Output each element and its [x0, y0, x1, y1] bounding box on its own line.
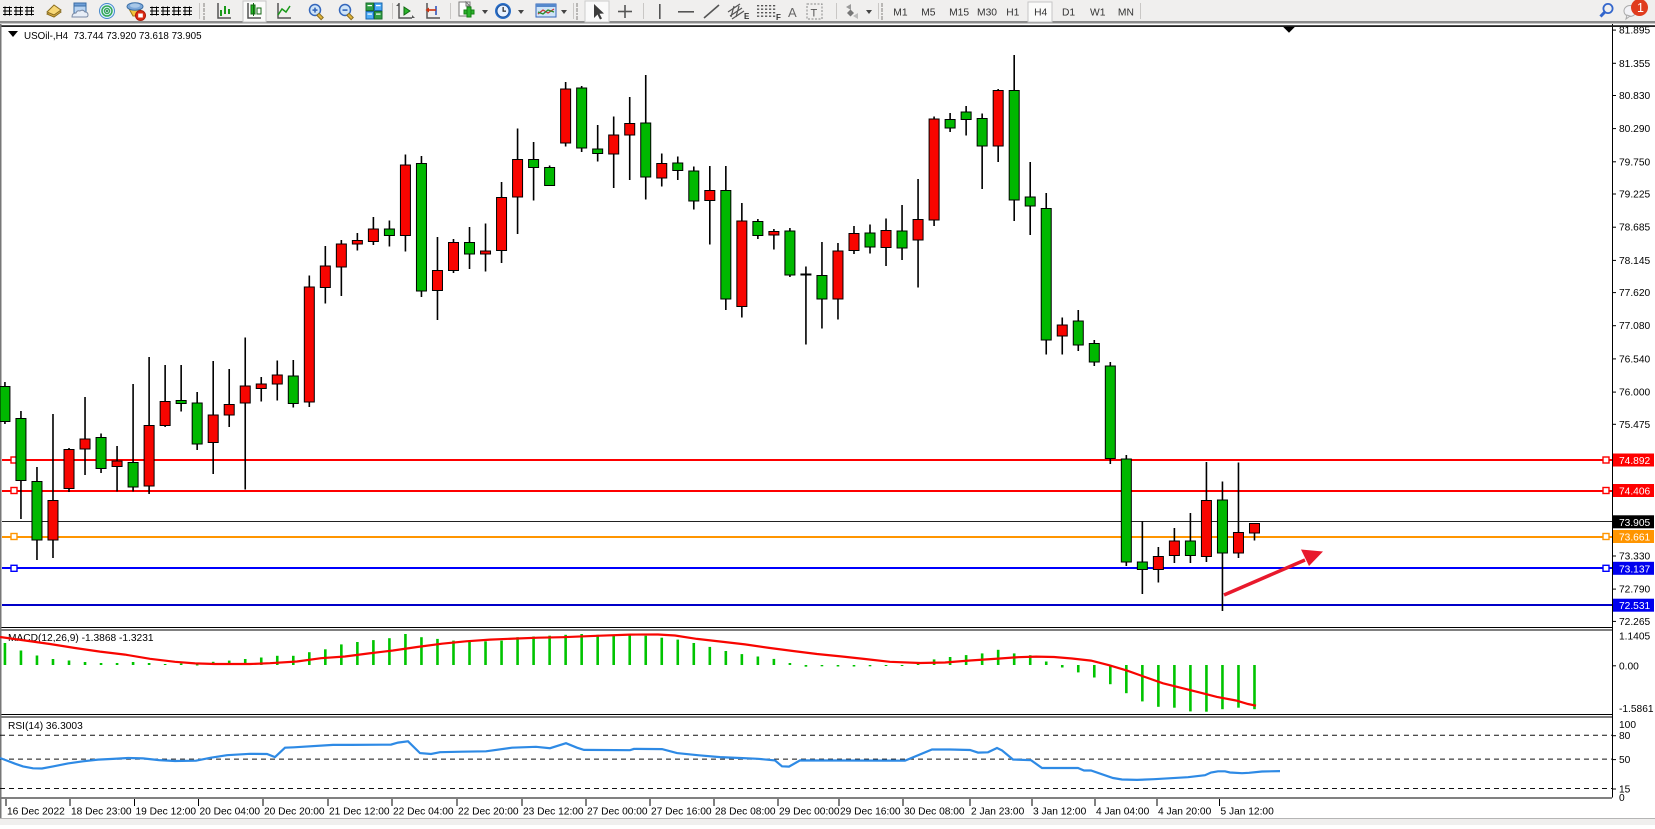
svg-text:77.080: 77.080: [1619, 321, 1650, 332]
svg-text:29 Dec 16:00: 29 Dec 16:00: [840, 807, 901, 818]
svg-text:5 Jan 12:00: 5 Jan 12:00: [1221, 807, 1275, 818]
svg-text:1: 1: [1637, 1, 1644, 15]
svg-text:29 Dec 00:00: 29 Dec 00:00: [779, 807, 840, 818]
svg-text:H4: H4: [1034, 8, 1047, 19]
svg-text:23 Dec 12:00: 23 Dec 12:00: [523, 807, 584, 818]
svg-text:72.531: 72.531: [1619, 601, 1650, 612]
svg-text:2 Jan 23:00: 2 Jan 23:00: [971, 807, 1025, 818]
svg-text:M1: M1: [893, 8, 908, 19]
svg-text:73.661: 73.661: [1619, 533, 1650, 544]
svg-text:18 Dec 23:00: 18 Dec 23:00: [71, 807, 132, 818]
svg-text:1.1405: 1.1405: [1619, 631, 1650, 642]
svg-text:80: 80: [1619, 731, 1631, 742]
svg-text:A: A: [788, 5, 797, 20]
svg-text:MN: MN: [1118, 8, 1134, 19]
svg-text:22 Dec 04:00: 22 Dec 04:00: [393, 807, 454, 818]
svg-text:M15: M15: [949, 8, 969, 19]
svg-text:81.355: 81.355: [1619, 59, 1650, 70]
svg-text:4 Jan 20:00: 4 Jan 20:00: [1158, 807, 1212, 818]
svg-text:-1.5861: -1.5861: [1619, 704, 1654, 715]
svg-text:19 Dec 12:00: 19 Dec 12:00: [136, 807, 197, 818]
svg-text:20 Dec 20:00: 20 Dec 20:00: [264, 807, 325, 818]
svg-text:MACD(12,26,9) -1.3868 -1.3231: MACD(12,26,9) -1.3868 -1.3231: [8, 633, 154, 644]
svg-text:M30: M30: [977, 8, 997, 19]
svg-text:E: E: [744, 12, 750, 21]
svg-text:81.895: 81.895: [1619, 26, 1650, 37]
svg-text:15: 15: [1619, 785, 1631, 796]
svg-text:80.830: 80.830: [1619, 91, 1650, 102]
svg-text:28 Dec 08:00: 28 Dec 08:00: [715, 807, 776, 818]
svg-text:74.406: 74.406: [1619, 487, 1650, 498]
svg-text:3 Jan 12:00: 3 Jan 12:00: [1033, 807, 1087, 818]
svg-text:75.475: 75.475: [1619, 420, 1650, 431]
svg-text:74.892: 74.892: [1619, 456, 1650, 467]
svg-text:72.265: 72.265: [1619, 617, 1650, 628]
svg-text:21 Dec 12:00: 21 Dec 12:00: [329, 807, 390, 818]
svg-text:73.330: 73.330: [1619, 552, 1650, 563]
svg-text:78.145: 78.145: [1619, 256, 1650, 267]
svg-text:27 Dec 16:00: 27 Dec 16:00: [651, 807, 712, 818]
svg-text:20 Dec 04:00: 20 Dec 04:00: [200, 807, 261, 818]
svg-text:77.620: 77.620: [1619, 288, 1650, 299]
svg-text:F: F: [776, 13, 781, 22]
svg-text:79.225: 79.225: [1619, 190, 1650, 201]
svg-text:16 Dec 2022: 16 Dec 2022: [7, 807, 65, 818]
svg-text:T: T: [811, 8, 818, 20]
svg-text:30 Dec 08:00: 30 Dec 08:00: [904, 807, 965, 818]
svg-text:0.00: 0.00: [1619, 661, 1639, 672]
svg-text:RSI(14) 36.3003: RSI(14) 36.3003: [8, 721, 83, 732]
svg-text:73.137: 73.137: [1619, 564, 1650, 575]
svg-text:M5: M5: [921, 8, 936, 19]
svg-text:4 Jan 04:00: 4 Jan 04:00: [1096, 807, 1150, 818]
svg-text:22 Dec 20:00: 22 Dec 20:00: [458, 807, 519, 818]
svg-text:27 Dec 00:00: 27 Dec 00:00: [587, 807, 648, 818]
svg-text:0: 0: [1619, 793, 1625, 804]
svg-text:H1: H1: [1006, 8, 1019, 19]
svg-text:76.000: 76.000: [1619, 388, 1650, 399]
svg-text:USOil-,H4 73.744 73.920 73.61: USOil-,H4 73.744 73.920 73.618 73.905: [24, 31, 202, 42]
svg-text:D1: D1: [1062, 8, 1075, 19]
svg-text:72.790: 72.790: [1619, 585, 1650, 596]
svg-text:79.750: 79.750: [1619, 157, 1650, 168]
svg-text:73.905: 73.905: [1619, 518, 1650, 529]
svg-text:100: 100: [1619, 720, 1636, 731]
svg-text:76.540: 76.540: [1619, 354, 1650, 365]
svg-text:50: 50: [1619, 755, 1631, 766]
svg-text:78.685: 78.685: [1619, 223, 1650, 234]
svg-text:80.290: 80.290: [1619, 124, 1650, 135]
svg-text:W1: W1: [1090, 8, 1106, 19]
